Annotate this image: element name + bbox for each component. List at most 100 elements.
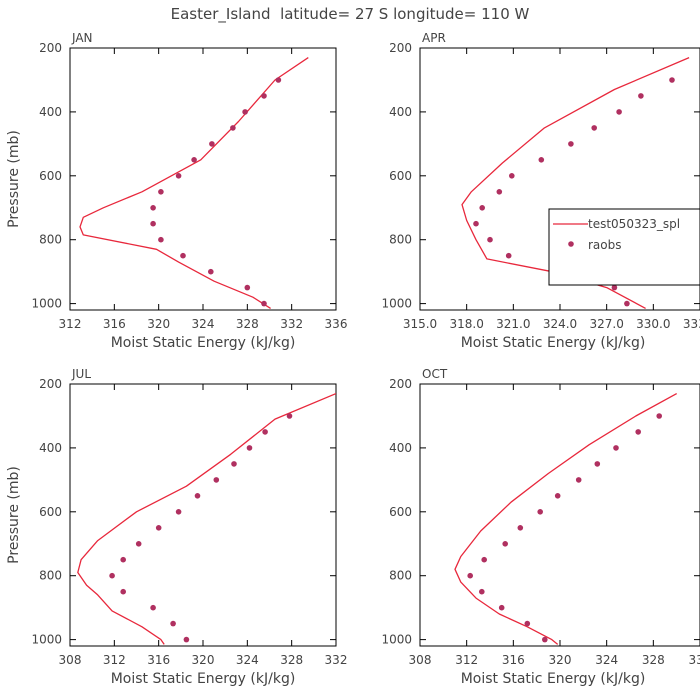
x-tick-label: 324.0 [543, 317, 577, 331]
obs-point-jan [261, 93, 267, 99]
obs-point-jul [231, 461, 237, 467]
figure-title: Easter_Island latitude= 27 S longitude= … [171, 5, 530, 24]
obs-point-oct [479, 588, 485, 595]
obs-point-jul [194, 493, 201, 499]
obs-point-jul [170, 620, 176, 627]
obs-point-oct [656, 413, 662, 419]
x-tick-label: 320 [147, 317, 170, 331]
legend-obs-marker [568, 241, 574, 247]
x-tick-label: 330.0 [636, 317, 670, 331]
obs-point-jul [120, 556, 126, 563]
model-line-oct [454, 393, 678, 645]
obs-point-jan [242, 109, 248, 115]
obs-point-apr [624, 300, 630, 307]
legend-model-label: test050323_spl [588, 217, 680, 231]
obs-point-oct [613, 445, 619, 451]
obs-point-jan [191, 157, 197, 163]
obs-point-jan [275, 77, 282, 83]
y-tick-label: 200 [39, 41, 62, 55]
obs-point-oct [594, 461, 601, 467]
x-tick-label: 316 [147, 653, 170, 667]
obs-point-oct [517, 525, 524, 531]
panel-jul: 308 312 316 320 324 328 332 200 400 600 800 1000 JUL… [6, 367, 347, 687]
obs-point-oct [542, 636, 548, 643]
obs-point-oct [554, 493, 561, 499]
panel-title-oct: OCT [422, 367, 448, 381]
y-tick-label: 400 [39, 441, 62, 455]
x-tick-label: 315.0 [403, 317, 437, 331]
obs-point-jan [158, 236, 164, 243]
y-tick-label: 200 [389, 41, 412, 55]
y-tick-label: 400 [389, 441, 412, 455]
obs-point-apr [568, 141, 574, 147]
x-axis-label: Moist Static Energy (kJ/kg) [461, 671, 646, 687]
obs-point-jul [175, 509, 182, 515]
y-tick-label: 1000 [31, 633, 62, 647]
panel-jan: 312 316 320 324 328 332 336 200 400 600 800 1000 JAN… [6, 31, 347, 351]
model-line-jan [79, 57, 309, 309]
obs-point-oct [498, 604, 505, 611]
panel-title-jan: JAN [71, 31, 93, 45]
x-tick-label: 320 [549, 653, 572, 667]
x-tick-label: 321.0 [496, 317, 530, 331]
legend-obs-label: raobs [588, 238, 622, 252]
obs-point-jul [120, 588, 126, 595]
obs-point-apr [591, 125, 597, 131]
obs-point-jan [175, 173, 182, 179]
panels: 312 316 320 324 328 332 336 200 400 600 800 1000 JAN… [6, 31, 700, 687]
obs-point-jan [158, 189, 164, 195]
obs-point-jul [262, 429, 268, 435]
y-tick-label: 200 [39, 377, 62, 391]
plot-frame-jul [69, 383, 337, 647]
panel-title-jul: JUL [71, 367, 91, 381]
obs-point-apr [487, 236, 493, 243]
obs-point-oct [524, 620, 531, 627]
obs-point-oct [635, 429, 641, 435]
y-tick-label: 600 [389, 169, 412, 183]
y-axis-label: Pressure (mb) [6, 466, 22, 564]
x-tick-label: 324 [595, 653, 618, 667]
x-tick-label: 333.0 [683, 317, 700, 331]
y-tick-label: 1000 [31, 297, 62, 311]
x-tick-label: 312 [455, 653, 478, 667]
obs-point-oct [481, 556, 488, 563]
obs-point-jan [230, 125, 236, 131]
obs-point-jul [286, 413, 293, 419]
obs-point-apr [538, 157, 545, 163]
panel-title-apr: APR [422, 31, 446, 45]
x-tick-label: 328 [642, 653, 665, 667]
x-axis-label: Moist Static Energy (kJ/kg) [461, 335, 646, 351]
x-tick-label: 312 [59, 317, 82, 331]
obs-point-apr [473, 220, 479, 227]
obs-point-apr [505, 252, 512, 259]
plot-frame-oct [419, 383, 700, 647]
y-tick-label: 600 [39, 505, 62, 519]
y-tick-label: 800 [389, 233, 412, 247]
panel-apr: 315.0 318.0 321.0 324.0 327.0 330.0 333.0 200 40… [381, 31, 700, 351]
x-tick-label: 324 [236, 653, 259, 667]
obs-point-jan [209, 141, 215, 147]
x-tick-label: 316 [502, 653, 525, 667]
obs-point-apr [616, 109, 622, 115]
x-tick-label: 318.0 [449, 317, 483, 331]
obs-point-apr [611, 284, 618, 291]
x-axis-label: Moist Static Energy (kJ/kg) [111, 671, 296, 687]
obs-point-apr [509, 173, 515, 179]
obs-point-jul [135, 541, 142, 547]
obs-point-jan [261, 300, 267, 307]
y-tick-label: 600 [389, 505, 412, 519]
obs-point-apr [638, 93, 644, 99]
obs-point-oct [502, 541, 509, 547]
y-tick-label: 400 [39, 105, 62, 119]
x-tick-label: 327.0 [589, 317, 623, 331]
obs-point-jan [150, 220, 156, 227]
y-tick-label: 1000 [381, 633, 412, 647]
obs-point-jul [183, 636, 190, 643]
series-group-jul [77, 393, 336, 645]
y-tick-label: 400 [389, 105, 412, 119]
x-tick-label: 312 [103, 653, 126, 667]
obs-point-apr [479, 205, 486, 211]
y-tick-label: 800 [39, 233, 62, 247]
obs-point-apr [496, 189, 503, 195]
